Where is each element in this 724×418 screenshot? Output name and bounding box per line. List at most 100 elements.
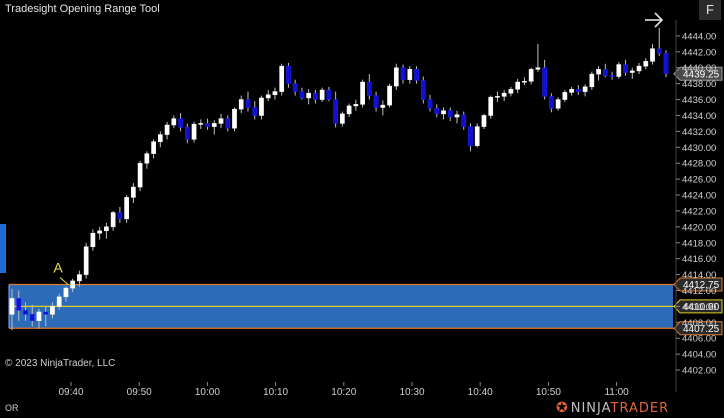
ninjatrader-logo: ✪ NINJATRADER — [556, 400, 669, 416]
range-mid-badge[interactable]: 4410.00 — [673, 299, 723, 314]
left-panel-handle[interactable] — [0, 224, 6, 273]
up-candle — [110, 212, 116, 228]
up-candle — [36, 311, 42, 321]
down-candle — [663, 53, 669, 74]
down-candle — [245, 99, 251, 108]
down-candle — [542, 67, 547, 97]
down-candle — [333, 99, 338, 124]
up-candle — [508, 88, 514, 94]
price-tick-label: 4434.00 — [682, 111, 716, 122]
price-tick-label: 4424.00 — [682, 191, 716, 202]
up-candle — [522, 81, 527, 83]
up-candle — [319, 89, 325, 100]
up-candle — [643, 61, 649, 67]
up-candle — [528, 69, 534, 82]
up-candle — [151, 141, 156, 154]
time-tick-label: 11:00 — [604, 387, 629, 398]
up-candle — [232, 108, 237, 129]
up-candle — [238, 99, 244, 110]
price-badge-shape — [673, 321, 723, 336]
down-candle — [313, 92, 318, 100]
opening-range-box[interactable] — [8, 283, 676, 329]
up-candle — [360, 81, 365, 105]
up-candle — [481, 115, 487, 127]
down-candle — [373, 95, 379, 108]
up-candle — [346, 105, 352, 115]
price-tick-label: 4414.00 — [682, 270, 716, 281]
down-candle — [434, 108, 440, 115]
overlay: 4412.75 4410.00 4407.25 4439.25 A — [53, 12, 723, 336]
breakout-marker-a: A — [53, 260, 63, 276]
last-price-badge[interactable]: 4439.25 — [673, 66, 723, 81]
down-candle — [252, 107, 258, 116]
panel-label: OR — [5, 403, 19, 413]
price-tick-label: 4416.00 — [682, 254, 716, 265]
down-candle — [549, 96, 554, 109]
down-candle — [461, 114, 467, 127]
up-candle — [393, 67, 399, 87]
up-candle — [191, 123, 197, 140]
down-candle — [427, 99, 433, 109]
price-badge-label: 4410.00 — [683, 302, 720, 313]
price-tick-label: 4406.00 — [682, 334, 716, 345]
down-candle — [184, 127, 190, 140]
down-candle — [29, 314, 35, 321]
ninja-star-icon: ✪ — [556, 400, 569, 416]
price-tick-label: 4408.00 — [682, 318, 716, 329]
arrow-head — [654, 12, 664, 28]
price-tick-label: 4426.00 — [682, 175, 716, 186]
breakout-marker-line — [59, 277, 69, 285]
up-candle — [353, 104, 359, 107]
time-axis[interactable]: 09:40 09:50 10:00 10:10 10:20 10:30 10:40 10:50… — [58, 382, 629, 398]
price-badge-label: 4439.25 — [683, 69, 720, 80]
time-tick-label: 10:00 — [195, 387, 220, 398]
up-candle — [144, 153, 150, 164]
copyright-text: © 2023 NinjaTrader, LLC — [5, 358, 116, 369]
up-candle — [515, 81, 521, 90]
up-candle — [157, 134, 163, 142]
price-axis[interactable]: 4444.00 4442.00 4440.00 4438.00 4436.00 4434.… — [675, 20, 716, 392]
time-tick-label: 10:30 — [399, 387, 424, 398]
price-badge-label: 4412.75 — [683, 280, 720, 291]
time-tick-label: 10:40 — [468, 387, 493, 398]
up-candle — [90, 232, 96, 247]
down-candle — [23, 310, 28, 315]
f-button[interactable]: F — [699, 0, 721, 20]
up-candle — [63, 287, 69, 298]
up-candle — [77, 274, 82, 282]
price-tick-label: 4444.00 — [682, 31, 716, 42]
up-candle — [636, 65, 642, 72]
up-candle — [629, 70, 635, 73]
down-candle — [420, 80, 426, 100]
down-candle — [400, 67, 406, 80]
up-candle — [198, 123, 204, 125]
price-tick-label: 4438.00 — [682, 79, 716, 90]
down-candle — [178, 118, 183, 128]
down-candle — [656, 48, 662, 54]
down-candle — [367, 81, 372, 96]
up-candle — [56, 296, 62, 307]
arrow-right-icon[interactable] — [645, 12, 664, 28]
up-candle — [488, 96, 494, 116]
up-candle — [50, 306, 55, 315]
down-candle — [609, 75, 615, 77]
price-badge-shape — [673, 277, 723, 292]
range-low-badge[interactable]: 4407.25 — [673, 321, 723, 336]
up-candle — [495, 96, 500, 98]
down-candle — [117, 212, 123, 220]
down-candle — [299, 91, 305, 99]
time-tick-label: 09:40 — [58, 387, 83, 398]
up-candle — [569, 88, 574, 93]
price-tick-label: 4410.00 — [682, 302, 716, 313]
up-candle — [279, 65, 285, 92]
down-candle — [326, 89, 332, 100]
price-tick-label: 4412.00 — [682, 286, 716, 297]
range-high-badge[interactable]: 4412.75 — [673, 277, 723, 292]
price-tick-label: 4404.00 — [682, 350, 716, 361]
up-candle — [589, 73, 595, 88]
up-candle — [441, 110, 446, 115]
up-candle — [474, 126, 480, 146]
up-candle — [218, 118, 224, 124]
up-candle — [387, 85, 392, 106]
